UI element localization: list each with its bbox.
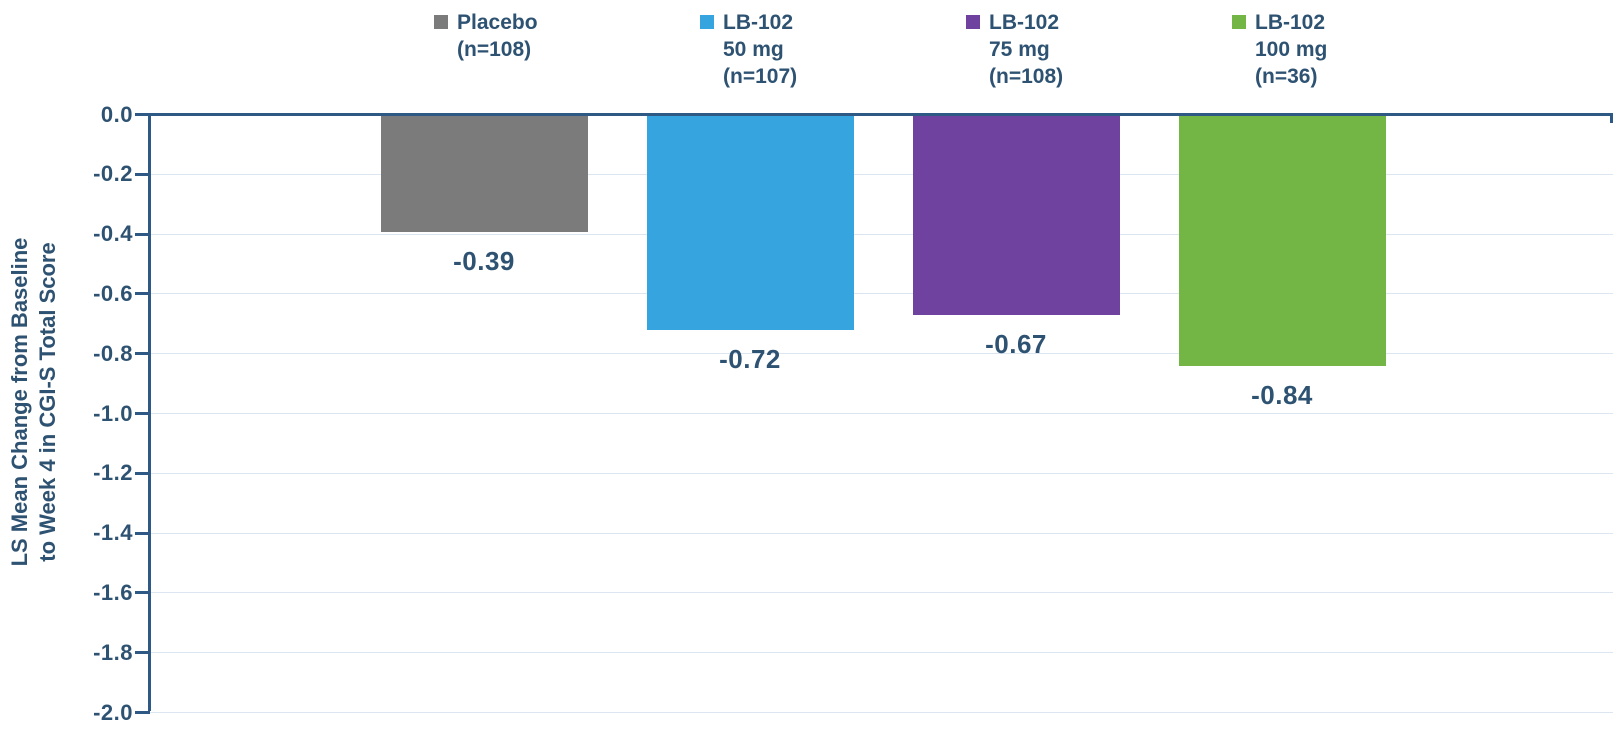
legend-label-line: (n=107): [723, 65, 798, 88]
bar-value-label: -0.72: [719, 344, 781, 375]
y-axis-tick: [135, 531, 150, 535]
gridline: [150, 712, 1613, 713]
y-axis-tick: [135, 292, 150, 296]
y-axis-tick: [135, 591, 150, 595]
plot-area: -0.39 -0.72 -0.67 -0.84: [148, 113, 1613, 713]
gridline: [150, 652, 1613, 654]
bar-placebo-n-108: [380, 116, 588, 232]
y-axis-tick-label: -0.8: [93, 340, 133, 366]
gridline: [150, 293, 1613, 295]
legend-label-line: Placebo: [457, 11, 538, 34]
y-axis-tick: [135, 113, 150, 116]
y-axis-tick: [135, 711, 150, 714]
y-axis-tick-label: -1.6: [93, 579, 133, 605]
y-axis-tick-label: -1.0: [93, 400, 133, 426]
legend-label-line: LB-102: [723, 11, 794, 34]
gridline: [150, 233, 1613, 235]
y-axis-tick: [135, 352, 150, 356]
y-axis-tick: [135, 172, 150, 176]
axis-end-tick: [1610, 113, 1613, 123]
legend-swatch-icon: [700, 15, 714, 29]
y-axis-tick: [135, 471, 150, 475]
y-axis-tick-label: -1.8: [93, 639, 133, 665]
bar-lb-102-100-mg-n-36: [1178, 116, 1386, 367]
bar-value-label: -0.67: [985, 329, 1047, 360]
bar-lb-102-50-mg-n-107: [646, 116, 854, 331]
y-axis-tick: [135, 651, 150, 655]
gridline: [150, 173, 1613, 175]
bar-lb-102-75-mg-n-108: [912, 116, 1120, 316]
y-axis-tick-label: -0.4: [93, 221, 133, 247]
legend-label-line: LB-102: [989, 11, 1060, 34]
legend-swatch-icon: [434, 15, 448, 29]
gridline: [150, 413, 1613, 414]
y-axis-tick: [135, 232, 150, 236]
x-axis-line: [148, 113, 1613, 116]
y-axis-tick-label: -0.6: [93, 280, 133, 306]
legend-label-line: (n=36): [1255, 65, 1318, 88]
legend-item-lb-102-100-mg-n-36: LB-102 100 mg (n=36): [1232, 9, 1327, 90]
legend-label-line: LB-102: [1255, 11, 1326, 34]
legend-label-line: 100 mg: [1255, 38, 1328, 61]
gridline: [150, 592, 1613, 594]
legend-label-line: 75 mg: [989, 38, 1050, 61]
legend-item-lb-102-50-mg-n-107: LB-102 50 mg (n=107): [700, 9, 797, 90]
y-axis-tick-label: -1.4: [93, 520, 133, 546]
gridline: [150, 353, 1613, 355]
y-axis-tick-label: -2.0: [93, 699, 133, 725]
legend-label: LB-102 50 mg (n=107): [723, 9, 797, 90]
y-axis-tick: [135, 412, 150, 415]
legend-label-line: 50 mg: [723, 38, 784, 61]
gridline: [150, 532, 1613, 534]
legend-label-line: (n=108): [989, 65, 1064, 88]
bar-value-label: -0.39: [453, 245, 515, 276]
legend-label: LB-102 75 mg (n=108): [989, 9, 1063, 90]
legend-swatch-icon: [1232, 15, 1246, 29]
legend-swatch-icon: [966, 15, 980, 29]
y-axis-tick-label: -0.2: [93, 161, 133, 187]
legend-item-lb-102-75-mg-n-108: LB-102 75 mg (n=108): [966, 9, 1063, 90]
legend-label-line: (n=108): [457, 38, 532, 61]
y-axis-tick-label: -1.2: [93, 460, 133, 486]
legend-item-placebo-n-108: Placebo (n=108): [434, 9, 538, 63]
gridline: [150, 472, 1613, 474]
y-axis-tick-label: 0.0: [100, 101, 133, 127]
legend-label: LB-102 100 mg (n=36): [1255, 9, 1327, 90]
bar-value-label: -0.84: [1251, 380, 1313, 411]
legend-label: Placebo (n=108): [457, 9, 538, 63]
